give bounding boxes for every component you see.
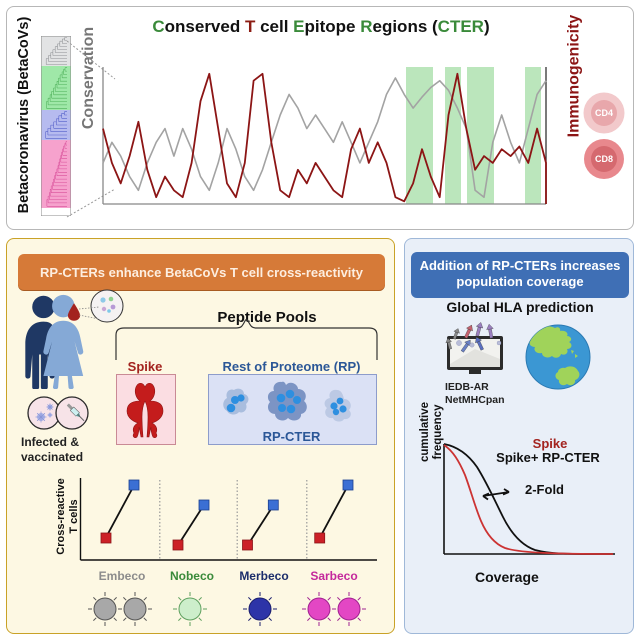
svg-text:CD8: CD8 bbox=[595, 154, 613, 164]
svg-text:CD4: CD4 bbox=[595, 108, 613, 118]
